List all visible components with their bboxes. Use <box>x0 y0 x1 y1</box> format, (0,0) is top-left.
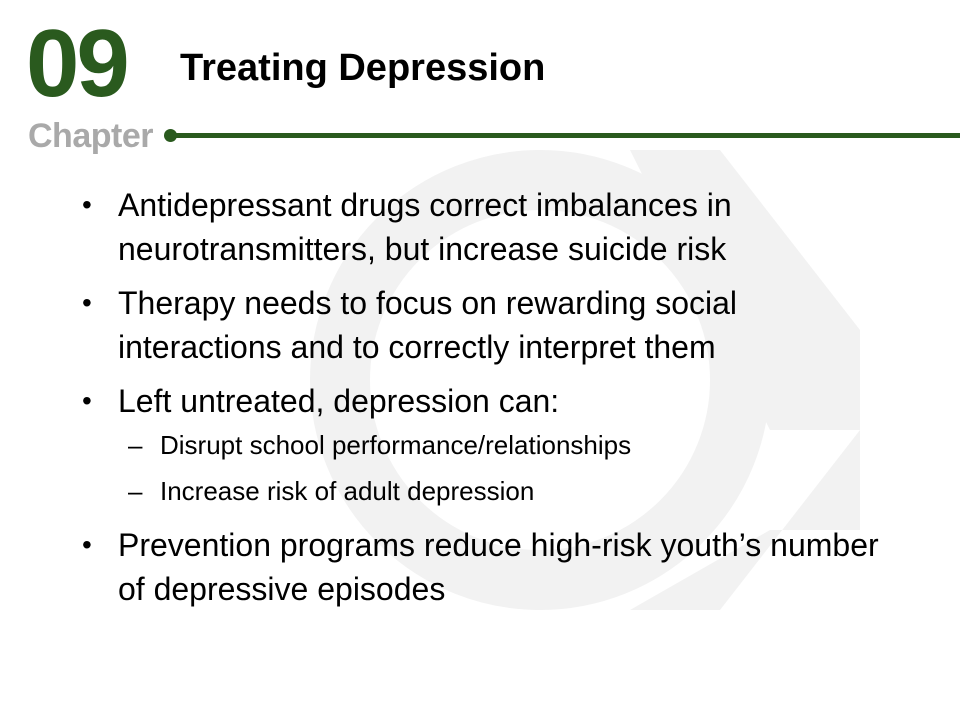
bullet-marker: • <box>82 529 92 560</box>
slide-title: Treating Depression <box>180 47 546 89</box>
bullet-text: Prevention programs reduce high-risk you… <box>118 527 879 607</box>
bullet-marker: • <box>82 385 92 416</box>
bullet-marker: • <box>82 189 92 220</box>
bullet-text: Left untreated, depression can: <box>118 383 560 419</box>
chapter-label: Chapter <box>28 117 153 155</box>
bullet-item: • Therapy needs to focus on rewarding so… <box>80 281 900 369</box>
sub-bullet-marker: – <box>128 430 143 460</box>
bullet-text: Antidepressant drugs correct imbalances … <box>118 187 732 267</box>
sub-bullet-item: – Increase risk of adult depression <box>80 473 900 509</box>
title-rule-dot <box>164 129 177 142</box>
sub-bullet-item: – Disrupt school performance/relationshi… <box>80 427 900 463</box>
bullet-item: • Prevention programs reduce high-risk y… <box>80 523 900 611</box>
title-rule-line <box>170 133 960 138</box>
bullet-list: • Antidepressant drugs correct imbalance… <box>80 183 900 621</box>
sub-bullet-marker: – <box>128 476 143 506</box>
bullet-marker: • <box>82 287 92 318</box>
bullet-text: Therapy needs to focus on rewarding soci… <box>118 285 738 365</box>
bullet-item: • Antidepressant drugs correct imbalance… <box>80 183 900 271</box>
chapter-number: 09 <box>26 10 130 117</box>
bullet-item: • Left untreated, depression can: <box>80 379 900 423</box>
sub-bullet-text: Increase risk of adult depression <box>160 476 535 506</box>
sub-bullet-text: Disrupt school performance/relationships <box>160 430 632 460</box>
